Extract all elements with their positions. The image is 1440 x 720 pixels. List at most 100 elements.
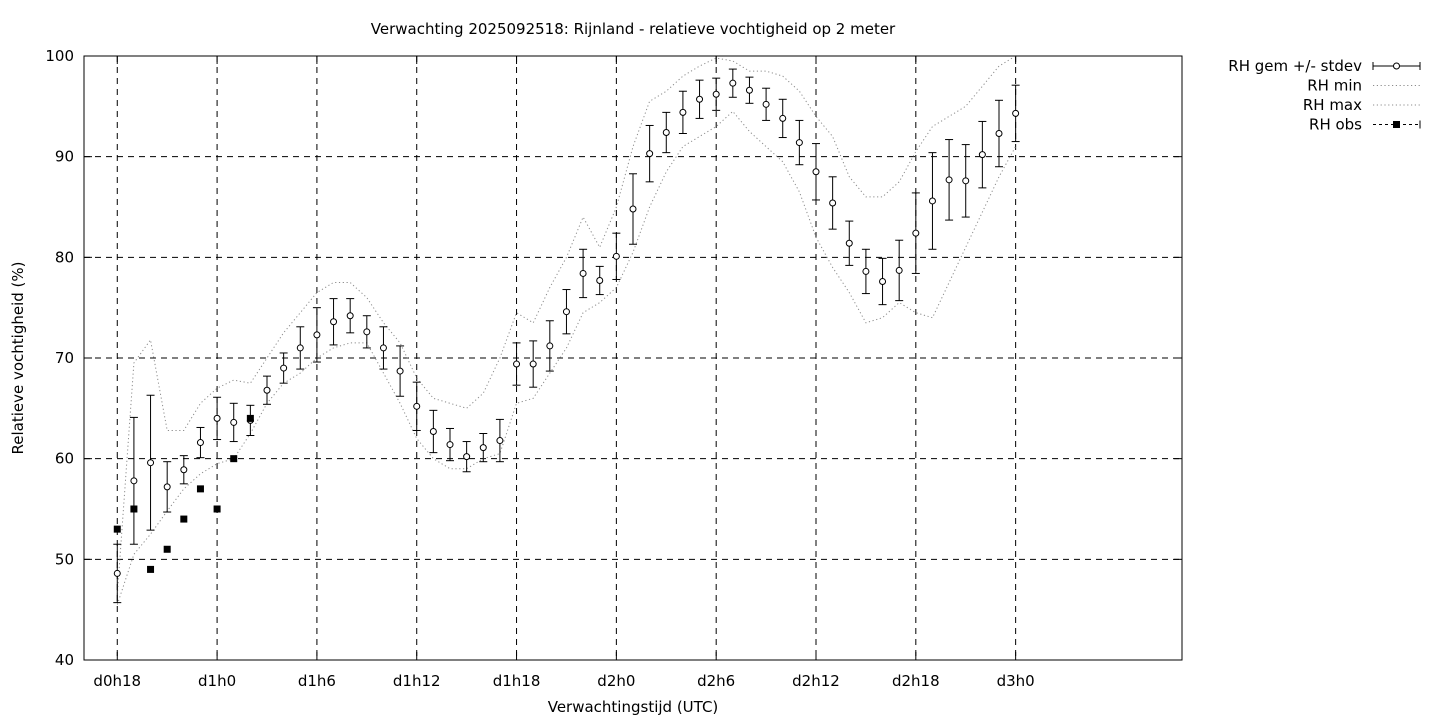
mean-point: [230, 418, 238, 426]
x-tick-label: d1h12: [393, 672, 441, 690]
mean-point: [629, 205, 637, 213]
mean-point: [795, 139, 803, 147]
mean-point: [696, 95, 704, 103]
mean-point: [180, 466, 188, 474]
mean-point: [396, 367, 404, 375]
x-tick-label: d0h18: [93, 672, 141, 690]
mean-point: [712, 90, 720, 98]
mean-point: [862, 267, 870, 275]
x-tick-label: d1h6: [298, 672, 336, 690]
chart-title: Verwachting 2025092518: Rijnland - relat…: [371, 20, 896, 38]
mean-point: [579, 269, 587, 277]
legend-label: RH obs: [1309, 116, 1362, 134]
mean-point: [895, 266, 903, 274]
y-axis-label: Relatieve vochtigheid (%): [9, 261, 27, 454]
mean-point: [845, 239, 853, 247]
x-tick-label: d3h0: [997, 672, 1035, 690]
y-tick-label: 70: [55, 349, 74, 367]
x-tick-label: d2h0: [597, 672, 635, 690]
mean-point: [612, 252, 620, 260]
grid-lines: [84, 56, 1182, 660]
x-tick-label: d2h12: [792, 672, 840, 690]
obs-point: [213, 505, 221, 513]
series-rh-mean-stdev: [113, 68, 1020, 604]
obs-point: [113, 525, 121, 533]
mean-point: [379, 344, 387, 352]
x-tick-label: d2h18: [892, 672, 940, 690]
mean-point: [163, 483, 171, 491]
mean-point: [147, 459, 155, 467]
mean-point: [513, 360, 521, 368]
mean-point: [363, 328, 371, 336]
mean-point: [446, 441, 454, 449]
mean-point: [213, 414, 221, 422]
obs-point: [147, 565, 155, 573]
y-tick-label: 90: [55, 148, 74, 166]
legend-label: RH max: [1303, 96, 1362, 114]
mean-point: [596, 276, 604, 284]
mean-point: [679, 108, 687, 116]
mean-point: [330, 318, 338, 326]
mean-point: [463, 453, 471, 461]
mean-point: [812, 168, 820, 176]
mean-point: [113, 569, 121, 577]
y-tick-label: 50: [55, 550, 74, 568]
obs-point: [230, 455, 238, 463]
mean-point: [313, 331, 321, 339]
plot-frame: [83, 55, 1183, 661]
mean-point: [413, 402, 421, 410]
mean-point: [296, 344, 304, 352]
mean-point: [995, 130, 1003, 138]
mean-point: [912, 229, 920, 237]
series-rh-obs: [113, 414, 254, 573]
x-tick-label: d1h18: [493, 672, 541, 690]
y-tick-label: 40: [55, 651, 74, 669]
legend-label: RH gem +/- stdev: [1228, 57, 1362, 75]
mean-point: [496, 437, 504, 445]
mean-point: [928, 197, 936, 205]
x-tick-label: d1h0: [198, 672, 236, 690]
obs-point: [196, 485, 204, 493]
mean-point: [662, 129, 670, 137]
axis-ticks: [84, 55, 1182, 661]
mean-point: [346, 312, 354, 320]
mean-point: [479, 444, 487, 452]
mean-point: [729, 79, 737, 87]
obs-point: [130, 505, 138, 513]
x-tick-labels: d0h18 d1h0 d1h6 d1h12 d1h18 d2h0 d2h6 d2h12 d2h1…: [93, 672, 1034, 690]
mean-point: [978, 151, 986, 159]
mean-point: [879, 277, 887, 285]
mean-point: [562, 308, 570, 316]
mean-point: [762, 100, 770, 108]
y-tick-label: 60: [55, 450, 74, 468]
mean-point: [130, 477, 138, 485]
mean-point: [429, 427, 437, 435]
mean-point: [263, 386, 271, 394]
mean-point: [1012, 109, 1020, 117]
rh-max-line: [116, 55, 1016, 595]
y-tick-labels: 40 50 60 70 80 90 100: [45, 47, 74, 669]
mean-point: [546, 342, 554, 350]
series-rh-max: [116, 55, 1016, 595]
obs-point: [163, 545, 171, 553]
mean-point: [529, 360, 537, 368]
mean-point: [945, 176, 953, 184]
legend-swatch-marker: [1393, 62, 1400, 70]
x-tick-label: d2h6: [697, 672, 735, 690]
mean-point: [646, 150, 654, 158]
mean-point: [280, 364, 288, 372]
legend-label: RH min: [1307, 77, 1362, 95]
mean-point: [779, 114, 787, 122]
y-tick-label: 80: [55, 248, 74, 266]
mean-point: [829, 199, 837, 207]
mean-point: [196, 439, 204, 447]
mean-point: [962, 177, 970, 185]
x-axis-label: Verwachtingstijd (UTC): [548, 698, 719, 716]
legend-swatch-marker: [1393, 121, 1400, 128]
obs-point: [246, 414, 254, 422]
y-tick-label: 100: [45, 47, 74, 65]
obs-point: [180, 515, 188, 523]
mean-point: [745, 86, 753, 94]
